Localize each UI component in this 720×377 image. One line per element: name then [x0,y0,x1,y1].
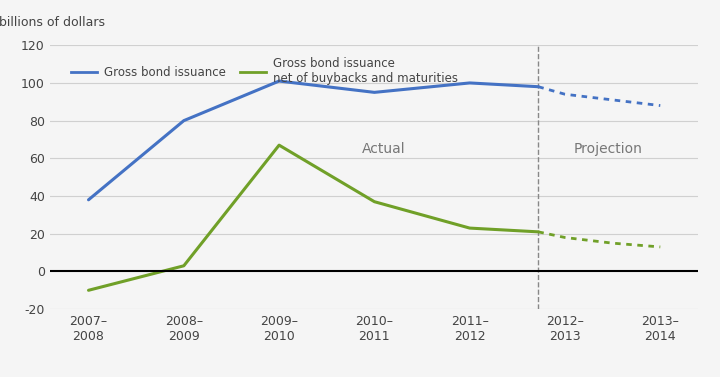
Legend: Gross bond issuance, Gross bond issuance
net of buybacks and maturities: Gross bond issuance, Gross bond issuance… [66,52,463,90]
Text: Projection: Projection [573,142,642,156]
Text: billions of dollars: billions of dollars [0,17,104,29]
Text: Actual: Actual [362,142,406,156]
